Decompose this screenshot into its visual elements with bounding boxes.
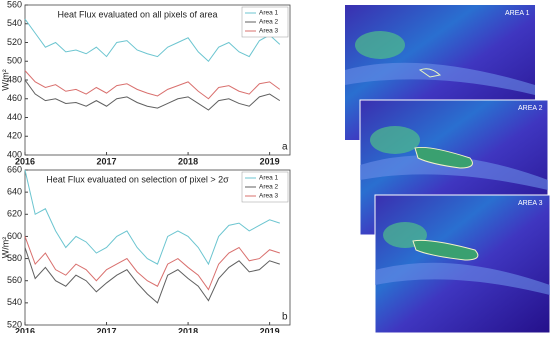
data-line <box>24 18 281 62</box>
image-label: AREA 2 <box>518 105 543 112</box>
y-tick-label: 480 <box>7 74 22 84</box>
y-tick-label: 420 <box>7 131 22 141</box>
chart-title: Heat Flux evaluated on all pixels of are… <box>57 9 217 19</box>
y-tick-label: 560 <box>7 275 22 285</box>
x-tick-label: 2016 <box>15 326 35 333</box>
data-line <box>24 169 280 266</box>
y-tick-label: 540 <box>7 18 22 28</box>
data-line <box>24 236 280 291</box>
legend-label: Area 1 <box>259 10 279 17</box>
data-line <box>24 79 281 111</box>
y-tick-label: 600 <box>7 231 22 241</box>
data-line <box>24 70 281 100</box>
y-tick-label: 640 <box>7 187 22 197</box>
y-tick-label: 620 <box>7 209 22 219</box>
y-tick-label: 460 <box>7 93 22 103</box>
y-tick-label: 400 <box>7 149 22 159</box>
legend-label: Area 3 <box>259 28 279 35</box>
x-tick-label: 2019 <box>260 156 280 166</box>
image-label: AREA 3 <box>518 200 543 207</box>
legend-box <box>241 6 289 38</box>
y-tick-label: 500 <box>7 56 22 66</box>
x-tick-label: 2016 <box>15 156 35 166</box>
y-tick-label: 580 <box>7 253 22 263</box>
x-tick-label: 2018 <box>178 156 198 166</box>
data-line <box>24 247 280 304</box>
image-3: AREA 3 <box>374 194 550 334</box>
legend-label: Area 3 <box>259 193 279 200</box>
y-tick-label: 440 <box>7 112 22 122</box>
y-tick-label: 520 <box>7 37 22 47</box>
image-label: AREA 1 <box>505 10 530 17</box>
y-tick-label: 540 <box>7 297 22 307</box>
x-tick-label: 2018 <box>178 326 198 333</box>
y-tick-label: 560 <box>7 0 22 9</box>
x-tick-label: 2017 <box>97 156 117 166</box>
legend-label: Area 2 <box>259 184 279 191</box>
y-tick-label: 660 <box>7 164 22 174</box>
x-tick-label: 2019 <box>260 326 280 333</box>
legend-label: Area 2 <box>259 19 279 26</box>
panel-label: b <box>282 312 288 323</box>
panel-label: c <box>368 311 373 322</box>
y-axis-label: W/m² <box>0 69 10 91</box>
legend-label: Area 1 <box>259 175 279 182</box>
x-tick-label: 2017 <box>97 326 117 333</box>
chart-title: Heat Flux evaluated on selection of pixe… <box>46 174 229 184</box>
y-tick-label: 520 <box>7 319 22 329</box>
panel-label: a <box>282 142 288 153</box>
y-axis-label: W/m² <box>0 237 10 259</box>
